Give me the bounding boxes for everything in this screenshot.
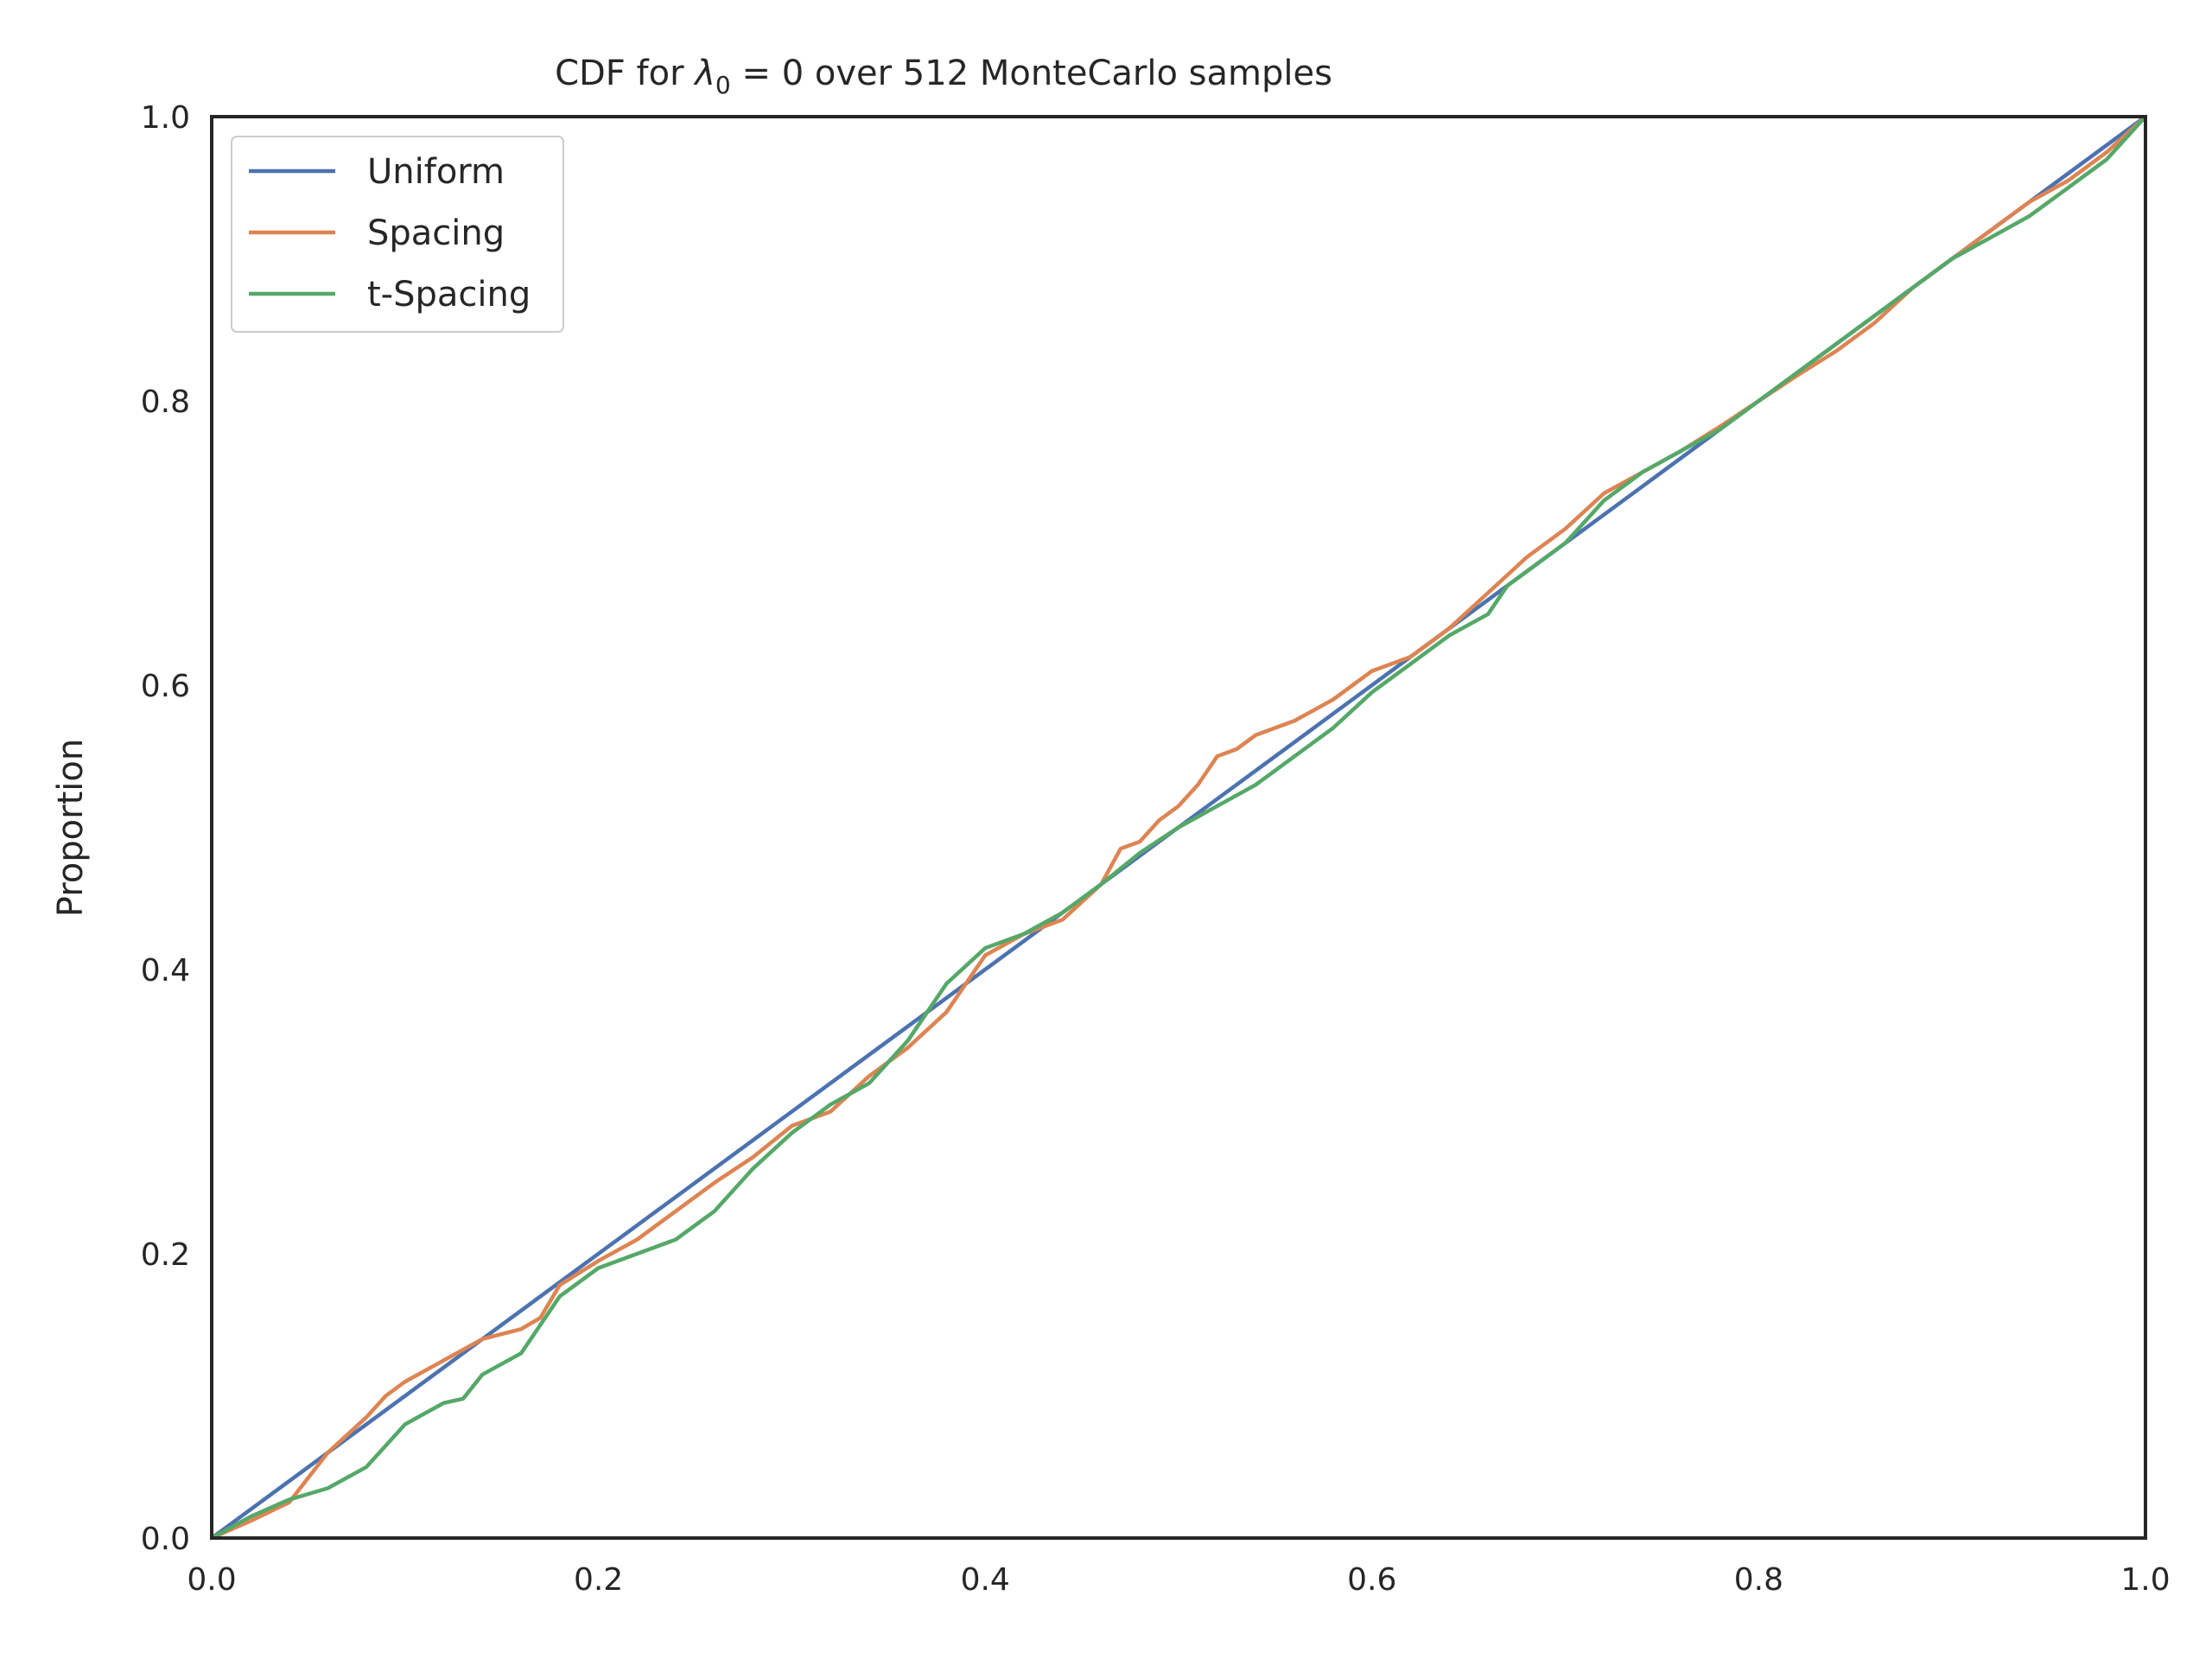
- plot-frame: [210, 115, 2147, 1540]
- y-tick-label: 0.8: [141, 385, 190, 420]
- y-tick-label: 1.0: [141, 100, 190, 136]
- legend-label: Uniform: [367, 152, 505, 192]
- chart-title-symbol: λ: [693, 54, 715, 93]
- y-tick-label: 0.2: [141, 1237, 190, 1273]
- y-tick-label: 0.6: [141, 669, 190, 704]
- chart-title: CDF for λ0 = 0 over 512 MonteCarlo sampl…: [555, 54, 1332, 99]
- y-axis-ticks: 0.0 0.2 0.4 0.6 0.8 1.0: [141, 100, 190, 1557]
- chart-title-suffix: = 0 over 512 MonteCarlo samples: [731, 54, 1332, 93]
- x-tick-label: 0.8: [1734, 1562, 1783, 1598]
- legend: Uniform Spacing t-Spacing: [231, 136, 564, 333]
- plot-lines: [210, 115, 2147, 1541]
- legend-label: t-Spacing: [367, 275, 531, 315]
- x-tick-label: 0.6: [1347, 1562, 1396, 1598]
- x-axis-ticks: 0.0 0.2 0.4 0.6 0.8 1.0: [187, 1562, 2170, 1598]
- x-tick-label: 0.0: [187, 1562, 236, 1598]
- chart-title-prefix: CDF for: [555, 54, 695, 93]
- series-line-t-spacing: [210, 115, 2147, 1540]
- y-tick-label: 0.0: [141, 1522, 190, 1557]
- x-tick-label: 0.2: [574, 1562, 623, 1598]
- legend-label: Spacing: [367, 213, 505, 253]
- x-tick-label: 1.0: [2120, 1562, 2170, 1598]
- legend-box: [231, 136, 564, 333]
- y-axis-label: Proportion: [51, 739, 91, 917]
- y-tick-label: 0.4: [141, 953, 190, 988]
- x-tick-label: 0.4: [961, 1562, 1010, 1598]
- chart-title-subscript: 0: [715, 71, 731, 99]
